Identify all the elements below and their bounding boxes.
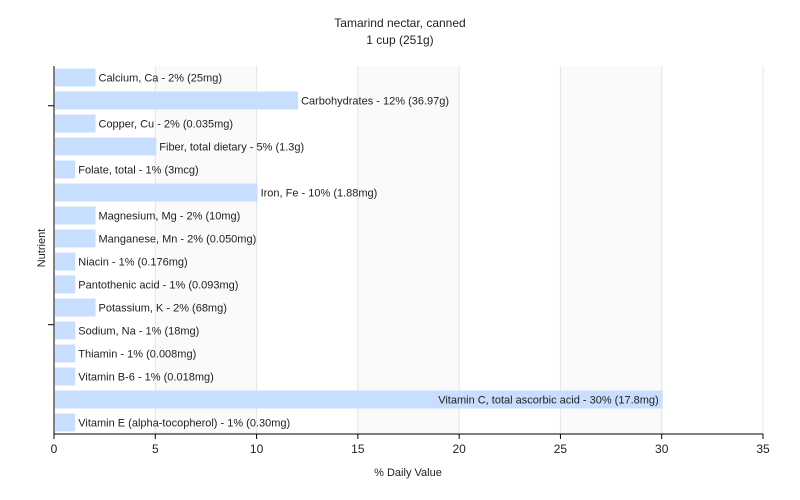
grid-band <box>256 66 358 434</box>
bar-label: Potassium, K - 2% (68mg) <box>99 303 227 315</box>
bar <box>55 206 96 225</box>
bar <box>55 298 96 317</box>
grid-band <box>155 66 257 434</box>
bar-label: Carbohydrates - 12% (36.97g) <box>301 96 449 108</box>
x-tick-label: 35 <box>756 442 770 456</box>
x-tick-label: 10 <box>250 442 264 456</box>
x-tick-label: 30 <box>655 442 669 456</box>
grid-band <box>357 66 460 434</box>
bar-label: Vitamin B-6 - 1% (0.018mg) <box>78 372 214 384</box>
bar <box>55 413 76 432</box>
x-tick-label: 25 <box>554 442 568 456</box>
x-tick-label: 5 <box>152 442 159 456</box>
bar <box>55 275 76 294</box>
bar-label: Manganese, Mn - 2% (0.050mg) <box>99 234 257 246</box>
x-axis-title: % Daily Value <box>374 467 442 479</box>
bar <box>55 390 663 409</box>
bar <box>55 160 76 179</box>
bar-label: Vitamin E (alpha-tocopherol) - 1% (0.30m… <box>78 418 290 430</box>
bar-label: Folate, total - 1% (3mcg) <box>78 165 198 177</box>
bar-label: Thiamin - 1% (0.008mg) <box>78 349 196 361</box>
bar <box>55 252 76 271</box>
plot-area: Calcium, Ca - 2% (25mg) Carbohydrates - 1… <box>48 66 770 456</box>
x-tick-label: 15 <box>351 442 365 456</box>
bar-label: Fiber, total dietary - 5% (1.3g) <box>159 142 304 154</box>
bar <box>55 229 96 248</box>
grid-band <box>661 66 763 434</box>
bar <box>55 68 96 87</box>
bar <box>55 137 157 156</box>
y-axis-title: Nutrient <box>36 229 48 268</box>
bar-label: Pantothenic acid - 1% (0.093mg) <box>78 280 238 292</box>
chart-subtitle: 1 cup (251g) <box>366 33 433 47</box>
bar-label: Copper, Cu - 2% (0.035mg) <box>99 119 234 131</box>
bar <box>55 321 76 340</box>
axes: 0 5 10 15 20 25 30 35 <box>48 66 770 456</box>
bar-label: Vitamin C, total ascorbic acid - 30% (17… <box>438 395 659 407</box>
bar-label: Magnesium, Mg - 2% (10mg) <box>99 211 241 223</box>
bars: Calcium, Ca - 2% (25mg) Carbohydrates - 1… <box>55 68 663 432</box>
bar-label: Calcium, Ca - 2% (25mg) <box>99 73 222 85</box>
bar-label: Iron, Fe - 10% (1.88mg) <box>261 188 378 200</box>
x-tick-label: 20 <box>452 442 466 456</box>
chart-title: Tamarind nectar, canned <box>334 16 465 30</box>
bar <box>55 91 299 110</box>
bar <box>55 183 258 202</box>
x-tick-label: 0 <box>51 442 58 456</box>
grid-band <box>459 66 561 434</box>
bar <box>55 367 76 386</box>
grid-lines <box>54 66 764 434</box>
bar <box>55 114 96 133</box>
bar-label: Niacin - 1% (0.176mg) <box>78 257 187 269</box>
bar-label: Sodium, Na - 1% (18mg) <box>78 326 199 338</box>
bar <box>55 344 76 363</box>
grid-band <box>560 66 662 434</box>
